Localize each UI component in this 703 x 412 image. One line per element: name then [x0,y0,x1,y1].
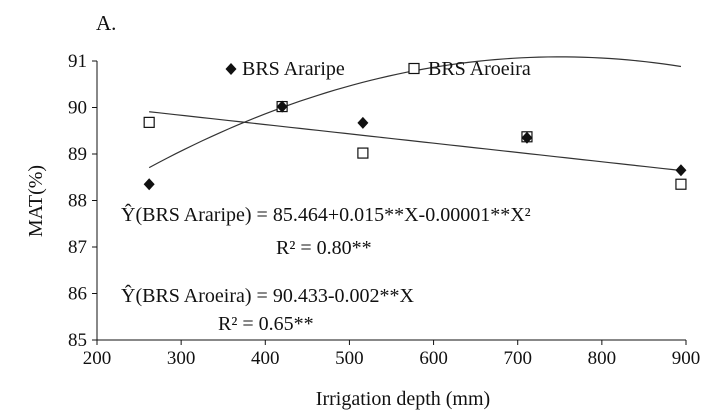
equation-brs-aroeira: Ŷ(BRS Aroeira) = 90.433-0.002**X [121,284,414,307]
y-tick-label: 89 [68,144,87,165]
point-brs-aroeira [143,116,155,128]
x-tick-label: 400 [251,348,280,369]
x-tick-label: 700 [503,348,532,369]
x-tick-label: 300 [167,348,196,369]
x-tick-label: 800 [588,348,617,369]
axes: 85 86 87 88 89 90 91 200 300 400 500 600 700 800 900 [68,51,700,369]
legend-marker-brs-aroeira [408,62,420,75]
legend-label-brs-araripe: BRS Araripe [242,58,345,80]
y-tick-label: 90 [68,98,87,119]
legend-label-brs-aroeira: BRS Aroeira [428,58,531,80]
r2-brs-aroeira: R² = 0.65** [218,313,314,335]
r2-brs-araripe: R² = 0.80** [276,237,372,259]
y-tick-label: 91 [68,51,87,72]
x-tick-label: 600 [419,348,448,369]
y-tick-label: 86 [68,284,87,305]
point-brs-araripe [276,100,288,113]
fit-line-brs-aroeira [149,111,682,172]
point-brs-aroeira [357,147,369,159]
legend: BRS Araripe BRS Aroeira [225,58,531,80]
y-tick-label: 88 [68,191,87,212]
x-axis-label: Irrigation depth (mm) [316,388,490,410]
y-tick-label: 87 [68,237,87,258]
x-tick-label: 200 [83,348,112,369]
panel-label: A. [96,11,116,35]
point-brs-aroeira [675,178,687,190]
point-brs-araripe [143,178,155,191]
legend-marker-brs-araripe [225,63,237,75]
y-axis-label: MAT(%) [25,165,47,237]
point-brs-araripe [521,131,533,144]
point-brs-araripe [357,116,369,129]
equations: Ŷ(BRS Araripe) = 85.464+0.015**X-0.00001… [121,203,531,335]
point-brs-araripe [675,164,687,177]
data-points [143,100,687,191]
x-tick-label: 500 [335,348,364,369]
equation-brs-araripe: Ŷ(BRS Araripe) = 85.464+0.015**X-0.00001… [121,203,531,226]
y-tick-label: 85 [68,330,87,351]
x-tick-label: 900 [672,348,701,369]
